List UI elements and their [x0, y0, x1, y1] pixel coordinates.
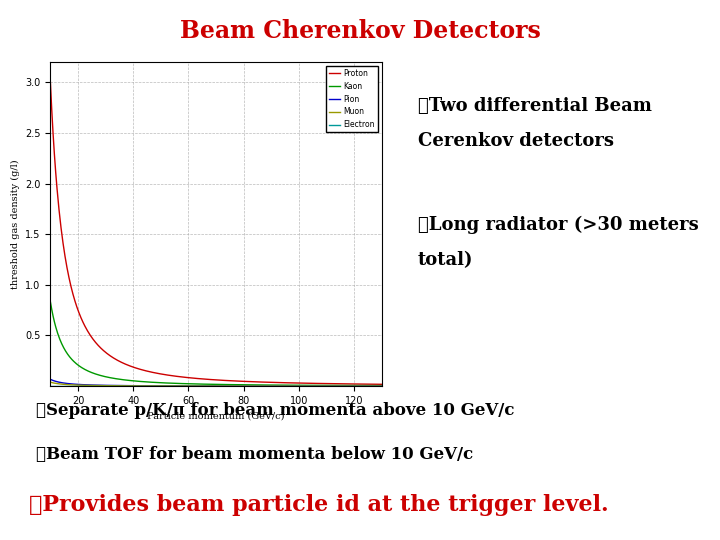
Pion: [46, 376, 55, 382]
Line: Kaon: Kaon: [50, 302, 382, 386]
Proton: [46, 79, 55, 85]
Muon: [225, 383, 234, 389]
Electron: [203, 383, 212, 389]
Line: Pion: Pion: [50, 379, 382, 386]
Pion: [203, 383, 212, 389]
Kaon: [377, 382, 386, 389]
Electron: [318, 383, 326, 389]
Pion: [225, 383, 234, 389]
Legend: Proton, Kaon, Pion, Muon, Electron: Proton, Kaon, Pion, Muon, Electron: [325, 66, 378, 132]
Muon: [46, 379, 55, 386]
Electron: [377, 383, 386, 389]
Kaon: [205, 381, 214, 388]
Kaon: [46, 299, 55, 305]
Electron: [205, 383, 214, 389]
Text: ➤Provides beam particle id at the trigger level.: ➤Provides beam particle id at the trigge…: [29, 494, 608, 516]
Kaon: [369, 382, 378, 389]
Proton: [243, 379, 252, 385]
Text: ➤Separate p/K/π for beam momenta above 10 GeV/c: ➤Separate p/K/π for beam momenta above 1…: [36, 402, 515, 419]
Kaon: [225, 381, 234, 388]
Text: Beam Cherenkov Detectors: Beam Cherenkov Detectors: [179, 19, 541, 43]
Pion: [377, 383, 386, 389]
Proton: [203, 376, 212, 382]
Pion: [243, 383, 252, 389]
Pion: [369, 383, 378, 389]
Pion: [205, 383, 214, 389]
Pion: [318, 383, 326, 389]
Muon: [203, 383, 212, 389]
Text: total): total): [418, 251, 473, 269]
Muon: [243, 383, 252, 389]
Kaon: [243, 382, 252, 388]
Text: ➤Two differential Beam: ➤Two differential Beam: [418, 97, 652, 115]
Kaon: [318, 382, 326, 389]
Text: ➤Beam TOF for beam momenta below 10 GeV/c: ➤Beam TOF for beam momenta below 10 GeV/…: [36, 446, 473, 462]
Line: Muon: Muon: [50, 382, 382, 386]
Proton: [225, 377, 234, 384]
Proton: [369, 381, 378, 388]
Muon: [377, 383, 386, 389]
Electron: [243, 383, 252, 389]
Muon: [369, 383, 378, 389]
Kaon: [203, 381, 212, 388]
Muon: [205, 383, 214, 389]
Text: ➤Long radiator (>30 meters: ➤Long radiator (>30 meters: [418, 216, 698, 234]
Electron: [369, 383, 378, 389]
Proton: [318, 380, 326, 387]
Proton: [205, 376, 214, 383]
Electron: [46, 383, 55, 389]
Text: Cerenkov detectors: Cerenkov detectors: [418, 132, 613, 150]
Line: Proton: Proton: [50, 82, 382, 384]
Proton: [377, 381, 386, 388]
Muon: [318, 383, 326, 389]
Electron: [225, 383, 234, 389]
X-axis label: Particle momentum (GeV/c): Particle momentum (GeV/c): [148, 411, 284, 420]
Y-axis label: threshold gas density (g/l): threshold gas density (g/l): [11, 159, 19, 289]
